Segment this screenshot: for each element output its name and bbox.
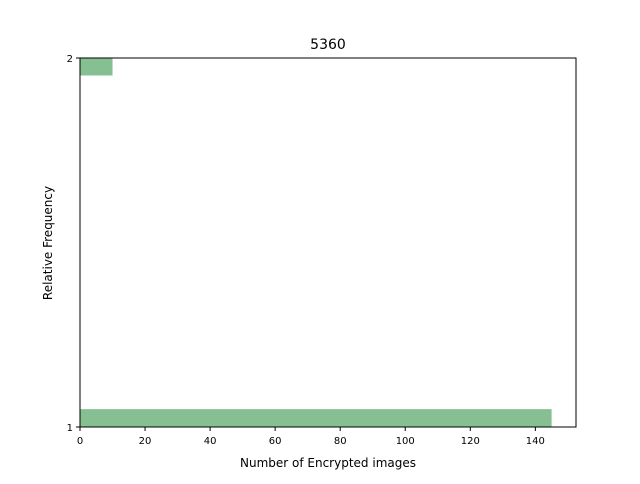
x-tick-label: 60: [269, 436, 282, 447]
chart-title: 5360: [310, 37, 346, 53]
x-tick-label: 80: [334, 436, 347, 447]
plot-frame: [79, 57, 577, 428]
y-axis-label: Relative Frequency: [41, 186, 55, 300]
x-tick-label: 140: [526, 436, 545, 447]
x-tick-label: 100: [396, 436, 415, 447]
bar: [80, 409, 552, 428]
x-tick-label: 120: [461, 436, 480, 447]
x-tick-label: 20: [139, 436, 152, 447]
y-tick-label: 1: [67, 423, 73, 434]
bar: [80, 57, 113, 76]
x-tick-label: 40: [204, 436, 217, 447]
x-tick-label: 0: [77, 436, 83, 447]
y-tick-label: 2: [67, 54, 73, 65]
x-axis-label: Number of Encrypted images: [240, 456, 416, 470]
